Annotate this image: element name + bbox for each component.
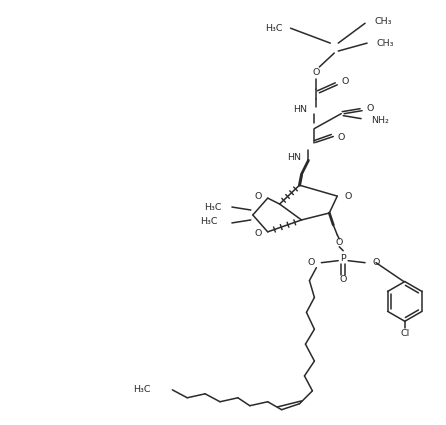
Text: O: O [335,238,343,247]
Text: O: O [254,230,262,238]
Text: NH₂: NH₂ [371,116,389,125]
Text: O: O [344,192,351,201]
Text: H₃C: H₃C [205,203,222,212]
Text: O: O [341,77,349,86]
Text: O: O [366,104,373,113]
Text: CH₃: CH₃ [374,17,392,26]
Text: Cl: Cl [400,329,409,338]
Text: CH₃: CH₃ [377,39,394,48]
Text: H₃C: H₃C [265,24,283,33]
Text: P: P [340,254,346,263]
Text: O: O [337,133,345,142]
Text: O: O [372,258,380,267]
Text: H₃C: H₃C [133,385,150,394]
Text: O: O [313,68,320,77]
Text: HN: HN [293,105,307,114]
Text: HN: HN [288,153,301,162]
Text: O: O [339,275,347,284]
Text: H₃C: H₃C [201,218,218,227]
Text: O: O [254,192,262,201]
Text: O: O [307,258,314,267]
